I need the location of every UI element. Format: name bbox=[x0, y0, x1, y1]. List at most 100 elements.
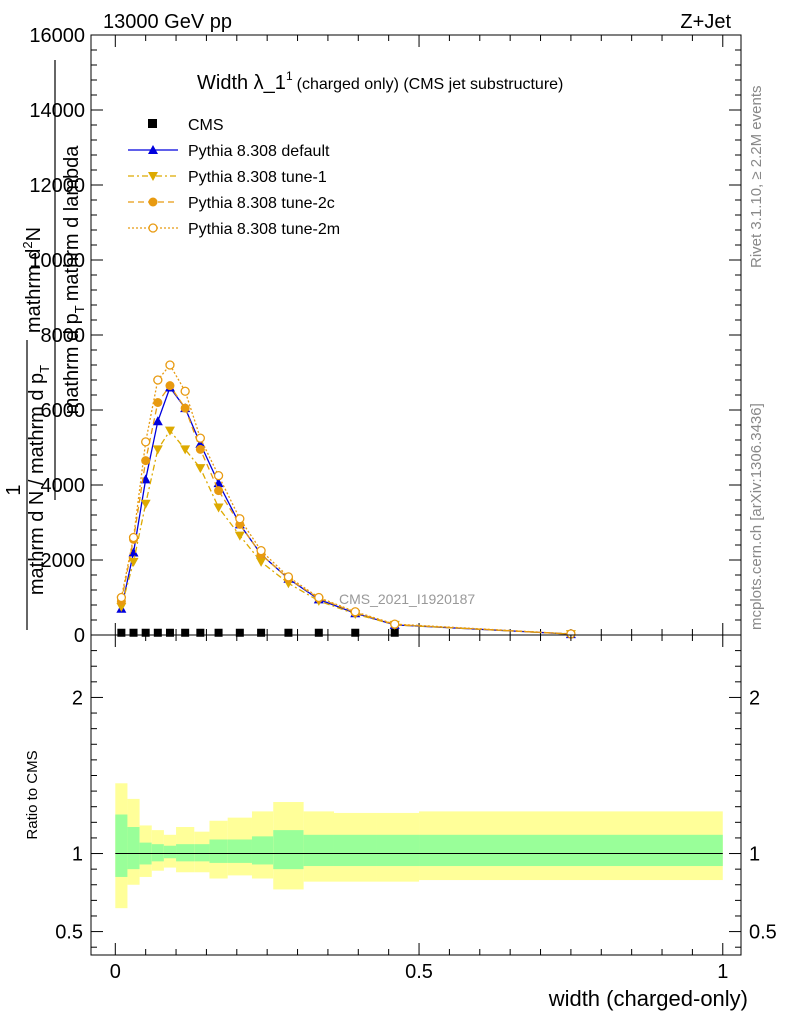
chart-title: Width λ_11 (charged only) (CMS jet substr… bbox=[197, 69, 563, 94]
ratio-band-green bbox=[209, 839, 228, 863]
ratio-tick-label-right: 1 bbox=[749, 844, 760, 866]
header-left: 13000 GeV pp bbox=[103, 11, 232, 33]
cms-data-point bbox=[196, 628, 205, 637]
x-tick-label: 0 bbox=[110, 961, 121, 983]
series-3-point bbox=[213, 470, 224, 481]
cms-data-point bbox=[284, 628, 293, 637]
y-tick-label: 2000 bbox=[41, 550, 86, 572]
legend-label-0: Pythia 8.308 default bbox=[188, 143, 330, 160]
cms-data-point bbox=[214, 628, 223, 637]
legend-label-3: Pythia 8.308 tune-2m bbox=[188, 221, 340, 238]
series-0-point bbox=[140, 474, 151, 484]
rivet-info: Rivet 3.1.10, ≥ 2.2M events bbox=[748, 86, 765, 269]
cms-data-point bbox=[129, 628, 138, 637]
legend-marker-1 bbox=[148, 172, 158, 181]
x-axis-label: width (charged-only) bbox=[548, 986, 748, 1011]
series-1-point bbox=[140, 499, 151, 509]
series-2-point bbox=[153, 398, 163, 407]
series-3-point bbox=[256, 545, 266, 556]
y-label-numerator: mathrm d2N bbox=[20, 227, 45, 333]
series-3-point bbox=[283, 572, 294, 582]
y-tick-label: 10000 bbox=[29, 250, 85, 272]
y-tick-label: 0 bbox=[74, 625, 85, 647]
ratio-band-green bbox=[163, 845, 177, 859]
cms-data-point bbox=[314, 628, 323, 637]
series-3-point bbox=[128, 532, 139, 543]
ratio-tick-label-right: 2 bbox=[749, 687, 760, 709]
cms-data-point bbox=[153, 628, 162, 637]
y-tick-label: 6000 bbox=[41, 400, 86, 422]
x-tick-label: 0.5 bbox=[405, 961, 433, 983]
series-0-point bbox=[195, 438, 206, 448]
mcplots-info: mcplots.cern.ch [arXiv:1306.3436] bbox=[748, 403, 765, 630]
series-3-point bbox=[116, 592, 127, 603]
series-0-point bbox=[152, 416, 163, 426]
series-3-point bbox=[153, 375, 163, 385]
series-3-point bbox=[314, 592, 324, 603]
series-0-point bbox=[128, 547, 139, 557]
ratio-tick-label: 0.5 bbox=[55, 922, 83, 944]
analysis-watermark: CMS_2021_I1920187 bbox=[339, 591, 475, 607]
series-1-point bbox=[256, 557, 267, 567]
y-label-denominator: mathrm d pTmathrm d lambda bbox=[61, 145, 87, 415]
legend-label-2: Pythia 8.308 tune-2c bbox=[188, 195, 335, 212]
ratio-band-green bbox=[376, 834, 420, 867]
series-3-point bbox=[235, 514, 245, 524]
series-3-point bbox=[195, 433, 205, 443]
legend-marker-2 bbox=[148, 197, 158, 207]
y-tick-label: 12000 bbox=[29, 175, 85, 197]
series-2-point bbox=[141, 456, 151, 466]
legend-label-1: Pythia 8.308 tune-1 bbox=[188, 169, 327, 186]
series-1-point bbox=[234, 531, 245, 541]
header-right: Z+Jet bbox=[680, 11, 731, 33]
ratio-band-green bbox=[333, 834, 377, 867]
series-1-point bbox=[164, 426, 175, 436]
series-2-point bbox=[195, 444, 205, 454]
legend-marker-3 bbox=[148, 223, 158, 233]
y-label-prefix-numerator: 1 bbox=[3, 484, 25, 495]
legend-cms-marker bbox=[148, 119, 157, 128]
ratio-tick-label-right: 0.5 bbox=[749, 922, 777, 944]
series-3-point bbox=[141, 437, 151, 447]
series-3-point bbox=[180, 386, 190, 396]
legend: CMS Pythia 8.308 default Pythia 8.308 tune… bbox=[128, 117, 340, 238]
ratio-band-green bbox=[419, 834, 723, 867]
series-2-point bbox=[214, 486, 224, 496]
legend-marker-0 bbox=[148, 145, 158, 154]
series-1-point bbox=[152, 445, 163, 455]
ratio-band-green bbox=[115, 814, 128, 877]
series-1-point bbox=[213, 503, 224, 513]
series-3-point bbox=[390, 619, 400, 629]
cms-data-point bbox=[117, 628, 126, 637]
y-tick-label: 16000 bbox=[29, 25, 85, 47]
cms-data-point bbox=[351, 628, 360, 637]
series-2-point bbox=[165, 381, 175, 391]
series-3-point bbox=[350, 607, 360, 617]
y-axis-label: mathrm d2N mathrm d pTmathrm d lambda 1 … bbox=[3, 60, 87, 630]
series-1-point bbox=[128, 557, 139, 567]
series-1-point bbox=[180, 445, 191, 455]
series-2-point bbox=[180, 403, 190, 413]
cms-data-point bbox=[390, 628, 399, 637]
ratio-band-green bbox=[176, 844, 195, 862]
ratio-band-green bbox=[303, 834, 334, 867]
cms-data-point bbox=[141, 628, 150, 637]
cms-data-point bbox=[165, 628, 174, 637]
series-1-point bbox=[195, 464, 206, 474]
series-1-point bbox=[116, 602, 127, 612]
cms-data-point bbox=[181, 628, 190, 637]
ratio-band-green bbox=[194, 844, 210, 862]
cms-data-point bbox=[257, 628, 266, 637]
ratio-band-green bbox=[127, 827, 140, 870]
ratio-band-green bbox=[227, 839, 252, 863]
ratio-plot-frame bbox=[90, 634, 742, 956]
ratio-band-green bbox=[251, 836, 274, 865]
ratio-tick-label: 2 bbox=[72, 687, 83, 709]
y-label-prefix-denominator: mathrm d N / mathrm d pT bbox=[26, 365, 52, 595]
ratio-y-label: Ratio to CMS bbox=[24, 750, 41, 839]
x-tick-label: 1 bbox=[717, 961, 728, 983]
y-tick-label: 4000 bbox=[41, 475, 86, 497]
ratio-tick-label: 1 bbox=[72, 844, 83, 866]
y-tick-label: 8000 bbox=[41, 325, 86, 347]
